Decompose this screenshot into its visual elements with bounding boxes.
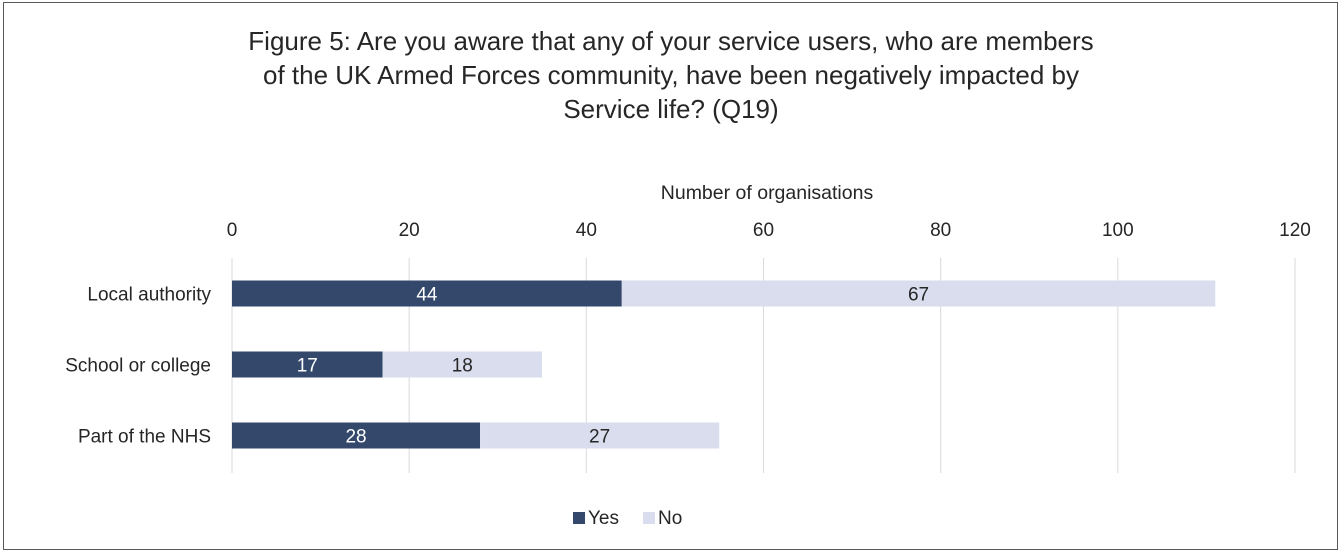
bars: 44 67 17 18 28 27 [232,280,1216,449]
x-tick-label: 0 [227,220,238,241]
data-label: 67 [908,285,929,306]
bar-yes [232,351,383,378]
category-label: School or college [65,356,211,377]
x-tick-label: 120 [1279,220,1311,241]
chart-svg: Figure 5: Are you aware that any of your… [65,26,1311,529]
chart-title-line-1: Figure 5: Are you aware that any of your… [248,26,1093,56]
x-tick-label: 20 [399,220,420,241]
data-label: 17 [297,356,318,377]
bar-no [382,351,543,378]
category-label: Part of the NHS [78,427,211,448]
chart-frame: Figure 5: Are you aware that any of your… [3,2,1338,550]
chart-title: Figure 5: Are you aware that any of your… [248,26,1093,124]
x-tick-label: 40 [576,220,597,241]
x-tick-label: 100 [1102,220,1134,241]
legend-label-no: No [658,508,682,529]
data-label: 44 [416,285,438,306]
legend-swatch-yes [573,512,585,524]
x-tick-label: 80 [930,220,951,241]
legend-label-yes: Yes [588,508,619,529]
category-label: Local authority [87,285,211,306]
bar-no [621,280,1216,307]
legend-swatch-no [643,512,655,524]
chart-title-line-2: of the UK Armed Forces community, have b… [263,60,1079,90]
legend: Yes No [573,508,682,529]
chart-title-line-3: Service life? (Q19) [563,94,778,124]
bar-yes [232,280,622,307]
bar-yes [232,422,481,449]
bar-no [480,422,720,449]
x-axis-title: Number of organisations [661,182,874,204]
category-labels: Local authority School or college Part of … [65,285,211,448]
data-label: 28 [345,427,366,448]
data-label: 27 [589,427,610,448]
x-tick-label: 60 [753,220,774,241]
x-axis-ticks: 0 20 40 60 80 100 120 [227,220,1311,241]
data-label: 18 [452,356,473,377]
